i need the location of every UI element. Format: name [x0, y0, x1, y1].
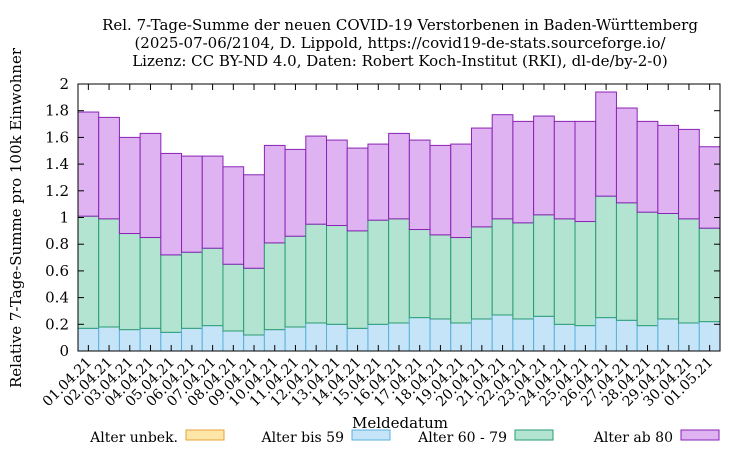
bar-segment-2-26.04.21 [595, 195, 617, 319]
bar-segment-2-30.04.21 [678, 218, 700, 324]
y-tick-label: 0 [59, 342, 69, 360]
legend-label-1: Alter bis 59 [260, 430, 344, 446]
chart-title-line-3: Lizenz: CC BY-ND 4.0, Daten: Robert Koch… [132, 52, 668, 70]
y-tick-label: 0.4 [45, 289, 69, 307]
bar-segment-2-21.04.21 [491, 218, 514, 316]
bar-segment-2-14.04.21 [346, 230, 369, 329]
bar-segment-3-23.04.21 [533, 115, 555, 216]
bar-segment-2-02.04.21 [98, 218, 120, 328]
y-tick-label: 1.4 [45, 155, 69, 173]
bar-segment-3-01.05.21 [698, 146, 721, 229]
bar-segment-3-28.04.21 [636, 120, 659, 213]
bar-segment-2-04.04.21 [139, 237, 162, 329]
bar-segment-2-01.05.21 [698, 227, 721, 323]
y-tick-label: 1 [59, 209, 69, 227]
bar-segment-2-10.04.21 [263, 242, 286, 331]
bar-segment-3-24.04.21 [553, 120, 576, 220]
bar-segment-3-19.04.21 [450, 143, 472, 239]
bar-segment-3-27.04.21 [615, 107, 638, 204]
chart-title-line-2: (2025-07-06/2104, D. Lippold, https://co… [134, 34, 666, 52]
bar-segment-2-28.04.21 [636, 211, 659, 327]
bar-segment-2-08.04.21 [222, 263, 245, 332]
bar-segment-3-17.04.21 [408, 139, 431, 231]
legend-swatch-0 [185, 429, 225, 441]
legend-swatch-3 [680, 429, 720, 441]
y-tick-label: 1.8 [45, 102, 69, 120]
bar-segment-3-07.04.21 [201, 155, 224, 249]
chart-title-line-1: Rel. 7-Tage-Summe der neuen COVID-19 Ver… [102, 16, 698, 34]
tick-labels: 00.20.40.60.811.21.41.61.8201.04.2102.04… [40, 75, 717, 410]
y-tick-label: 1.6 [45, 128, 69, 146]
x-axis-label: Meldedatum [352, 414, 448, 432]
legend-label-3: Alter ab 80 [593, 430, 673, 446]
legend-swatch-2 [514, 429, 554, 441]
bar-segment-2-09.04.21 [243, 267, 265, 336]
bar-segment-3-13.04.21 [326, 139, 348, 227]
bar-segment-2-12.04.21 [305, 223, 328, 324]
bar-segment-2-05.04.21 [160, 254, 183, 333]
bar-segment-2-23.04.21 [533, 214, 555, 317]
bar-segment-3-11.04.21 [284, 148, 307, 237]
bar-segment-3-08.04.21 [222, 166, 245, 265]
bar-segment-2-01.04.21 [77, 215, 100, 329]
y-tick-label: 0.6 [45, 262, 69, 280]
bar-segment-3-30.04.21 [678, 128, 700, 220]
y-tick-label: 0.2 [45, 315, 69, 333]
bar-segment-3-16.04.21 [388, 132, 410, 220]
legend-label-0: Alter unbek. [89, 430, 178, 446]
bar-segment-3-25.04.21 [574, 120, 597, 223]
bar-segment-2-19.04.21 [450, 237, 472, 324]
y-tick-label: 0.8 [45, 235, 69, 253]
bar-segment-2-16.04.21 [388, 218, 410, 324]
bar-segment-3-29.04.21 [657, 124, 680, 214]
bar-segment-2-07.04.21 [201, 247, 224, 327]
bar-segment-2-27.04.21 [615, 202, 638, 321]
bar-segment-2-13.04.21 [326, 225, 348, 325]
bar-segment-3-09.04.21 [243, 174, 265, 269]
bar-segment-3-15.04.21 [367, 143, 390, 221]
bar-segment-2-25.04.21 [574, 221, 597, 327]
bar-segment-3-22.04.21 [512, 120, 535, 224]
bar-segment-2-22.04.21 [512, 222, 535, 320]
bar-segment-3-06.04.21 [181, 155, 203, 253]
bar-segment-2-20.04.21 [470, 226, 493, 320]
bar-segment-3-05.04.21 [160, 152, 183, 256]
bar-segment-2-06.04.21 [181, 251, 203, 329]
bar-segment-3-03.04.21 [118, 136, 141, 235]
bar-segment-3-18.04.21 [429, 144, 452, 236]
bar-segment-3-12.04.21 [305, 135, 328, 225]
bar-segment-3-02.04.21 [98, 116, 120, 220]
chart-title: Rel. 7-Tage-Summe der neuen COVID-19 Ver… [102, 16, 698, 70]
bar-segment-3-04.04.21 [139, 132, 162, 239]
bar-layer [77, 91, 721, 352]
bar-segment-2-11.04.21 [284, 235, 307, 328]
bar-segment-2-17.04.21 [408, 229, 431, 319]
legend-label-2: Alter 60 - 79 [417, 430, 507, 446]
legend: Alter unbek. Alter bis 59 Alter 60 - 79 Alt… [89, 429, 720, 446]
bar-segment-3-20.04.21 [470, 127, 493, 228]
legend-swatch-1 [351, 429, 391, 441]
bar-segment-3-14.04.21 [346, 147, 369, 232]
bar-segment-3-10.04.21 [263, 144, 286, 244]
y-tick-label: 1.2 [45, 182, 69, 200]
y-tick-label: 2 [59, 75, 69, 93]
y-axis-label: Relative 7-Tage-Summe pro 100k Einwohner [7, 47, 25, 388]
bar-segment-3-21.04.21 [491, 114, 514, 220]
bar-segment-3-26.04.21 [595, 91, 617, 197]
bar-segment-2-29.04.21 [657, 213, 680, 320]
bar-segment-2-24.04.21 [553, 218, 576, 325]
bar-segment-2-15.04.21 [367, 219, 390, 325]
bar-segment-2-03.04.21 [118, 233, 141, 331]
axes [77, 83, 721, 352]
bar-segment-2-18.04.21 [429, 234, 452, 320]
